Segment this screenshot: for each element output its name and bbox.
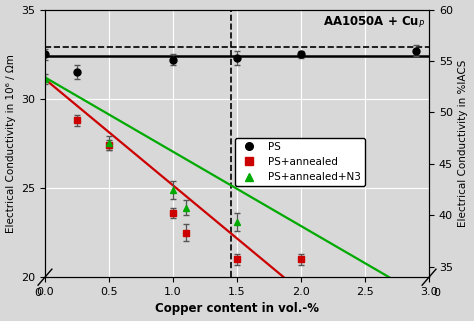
Text: 0: 0 [433, 288, 440, 298]
Y-axis label: Electrical Conductivity in %IACS: Electrical Conductivity in %IACS [458, 60, 468, 227]
Y-axis label: Electrical Conductivity in 10⁶ / Ωm: Electrical Conductivity in 10⁶ / Ωm [6, 54, 16, 233]
Text: AA1050A + Cu$_P$: AA1050A + Cu$_P$ [323, 15, 425, 30]
X-axis label: Copper content in vol.-%: Copper content in vol.-% [155, 302, 319, 316]
Legend: PS, PS+annealed, PS+annealed+N3: PS, PS+annealed, PS+annealed+N3 [235, 138, 365, 186]
Text: 0: 0 [34, 288, 41, 298]
